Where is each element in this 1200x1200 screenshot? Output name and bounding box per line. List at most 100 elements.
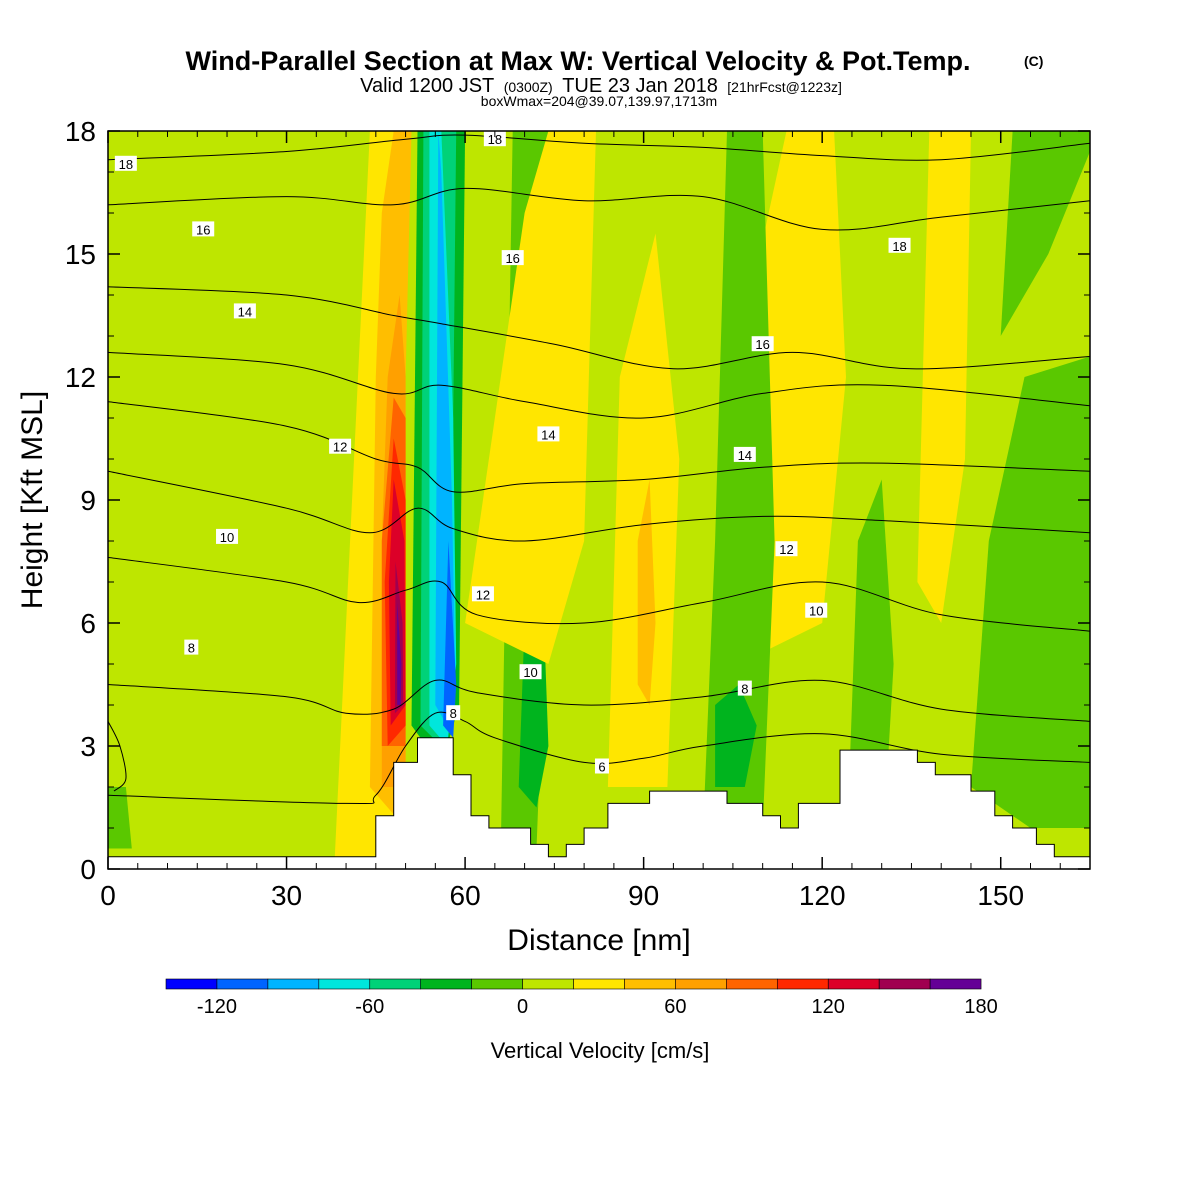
contour-label-text: 18 — [119, 157, 133, 172]
colorbar-swatch-15 — [929, 978, 982, 990]
y-axis-label: Height [Kft MSL] — [16, 391, 49, 609]
x-tick-label-0: 0 — [100, 880, 116, 911]
colorbar-swatch-4 — [369, 978, 422, 990]
velocity-region-23 — [971, 356, 1090, 828]
contour-label-box — [733, 446, 756, 462]
contour-label-box — [329, 438, 352, 454]
velocity-region-21 — [715, 684, 757, 787]
contour-label-box — [446, 705, 461, 721]
contour-label-13: 18 — [888, 237, 911, 254]
colorbar-swatch-7 — [522, 978, 574, 990]
contour-label-text: 8 — [188, 641, 195, 656]
contour-label-text: 10 — [220, 530, 234, 545]
colorbar-swatch-14 — [878, 978, 931, 990]
contour-label-box — [805, 602, 828, 618]
theta-contour-1 — [108, 679, 1090, 722]
y-tick-label-3: 3 — [80, 731, 96, 762]
contour-label-box — [751, 336, 774, 352]
contour-label-9: 12 — [471, 586, 494, 602]
velocity-region-7 — [397, 602, 402, 705]
x-tick-label-120: 120 — [799, 880, 846, 911]
contour-label-text: 8 — [741, 682, 748, 697]
copyright-mark: (C) — [1024, 53, 1043, 69]
axes: 0 30 60 90 120 150 0 3 6 9 12 15 18 — [65, 116, 1090, 911]
contour-labels: 18 16 14 12 10 8 18 16 14 12 10 8 6 18 16 14 12 10 8 — [114, 131, 911, 775]
contour-label-16: 12 — [775, 541, 798, 557]
colorbar-swatch-1 — [216, 978, 269, 990]
y-tick-label-0: 0 — [80, 854, 96, 885]
contour-label-text: 10 — [523, 665, 537, 680]
terrain-profile — [108, 737, 1090, 869]
contour-label-text: 8 — [450, 706, 457, 721]
contour-label-6: 18 — [483, 131, 506, 147]
theta-contour-9 — [108, 721, 127, 792]
contour-label-text: 6 — [598, 760, 605, 775]
box-wmax-info: boxWmax=204@39.07,139.97,1713m — [481, 93, 717, 109]
colorbar-swatch-13 — [827, 978, 880, 990]
contour-label-text: 14 — [238, 304, 252, 319]
contour-label-15: 14 — [733, 446, 756, 463]
contour-label-7: 16 — [501, 250, 524, 266]
colorbar-tick-label-2: 0 — [517, 996, 528, 1018]
contour-label-text: 12 — [476, 587, 490, 602]
contour-label-11: 8 — [446, 705, 461, 721]
velocity-region-25 — [108, 787, 132, 849]
contour-label-box — [501, 250, 524, 266]
contour-label-text: 16 — [755, 337, 769, 352]
colorbar-swatch-9 — [624, 978, 676, 990]
contour-label-box — [192, 221, 215, 237]
contour-label-box — [233, 303, 256, 319]
x-tick-label-30: 30 — [271, 880, 302, 911]
velocity-region-17 — [637, 479, 656, 705]
contour-label-box — [114, 155, 137, 171]
contour-label-5: 8 — [184, 639, 199, 656]
y-tick-label-18: 18 — [65, 116, 96, 147]
contour-label-text: 10 — [809, 604, 823, 619]
contour-label-text: 14 — [541, 427, 555, 442]
colorbar-tick-label-1: -60 — [355, 996, 384, 1018]
contour-label-text: 16 — [196, 222, 210, 237]
velocity-region-12 — [443, 541, 457, 738]
contour-label-box — [483, 131, 506, 147]
colorbar: -120 -60 0 60 120 180 — [165, 978, 998, 1018]
forecast-info: [21hrFcst@1223z] — [727, 79, 842, 95]
y-tick-label-9: 9 — [80, 485, 96, 516]
colorbar-swatch-0 — [165, 978, 218, 990]
y-tick-label-12: 12 — [65, 362, 96, 393]
theta-contour-6 — [108, 286, 1090, 370]
contour-label-text: 16 — [505, 251, 519, 266]
y-tick-label-6: 6 — [80, 608, 96, 639]
contour-label-2: 14 — [233, 303, 256, 319]
theta-contour-2 — [108, 556, 1090, 632]
y-tick-label-15: 15 — [65, 239, 96, 270]
contour-label-text: 18 — [488, 132, 502, 147]
velocity-region-20 — [703, 131, 775, 828]
colorbar-swatch-5 — [420, 978, 472, 990]
valid-time-line: Valid 1200 JST (0300Z) TUE 23 Jan 2018 [… — [360, 75, 842, 97]
contour-label-box — [537, 426, 560, 442]
contour-label-box — [775, 541, 798, 557]
theta-contour-5 — [108, 351, 1090, 419]
velocity-region-15 — [465, 131, 596, 664]
colorbar-swatch-8 — [573, 978, 625, 990]
colorbar-swatch-2 — [267, 978, 320, 990]
valid-date: TUE 23 Jan 2018 — [562, 75, 718, 97]
contour-label-10: 10 — [519, 664, 542, 680]
velocity-region-24 — [1000, 131, 1090, 336]
velocity-region-16 — [607, 233, 680, 787]
colorbar-label: Vertical Velocity [cm/s] — [491, 1038, 710, 1063]
contour-label-text: 12 — [333, 440, 347, 455]
theta-contour-0 — [108, 711, 1090, 804]
colorbar-tick-label-5: 180 — [964, 996, 997, 1018]
contour-label-text: 18 — [892, 239, 906, 254]
colorbar-swatch-11 — [726, 978, 778, 990]
theta-contour-8 — [108, 134, 1090, 161]
contour-label-4: 10 — [216, 528, 239, 545]
x-tick-label-90: 90 — [628, 880, 659, 911]
theta-contour-3 — [108, 470, 1090, 542]
contour-label-box — [594, 758, 609, 774]
x-tick-label-60: 60 — [450, 880, 481, 911]
colorbar-swatch-12 — [776, 978, 829, 990]
valid-time: Valid 1200 JST — [360, 75, 494, 97]
